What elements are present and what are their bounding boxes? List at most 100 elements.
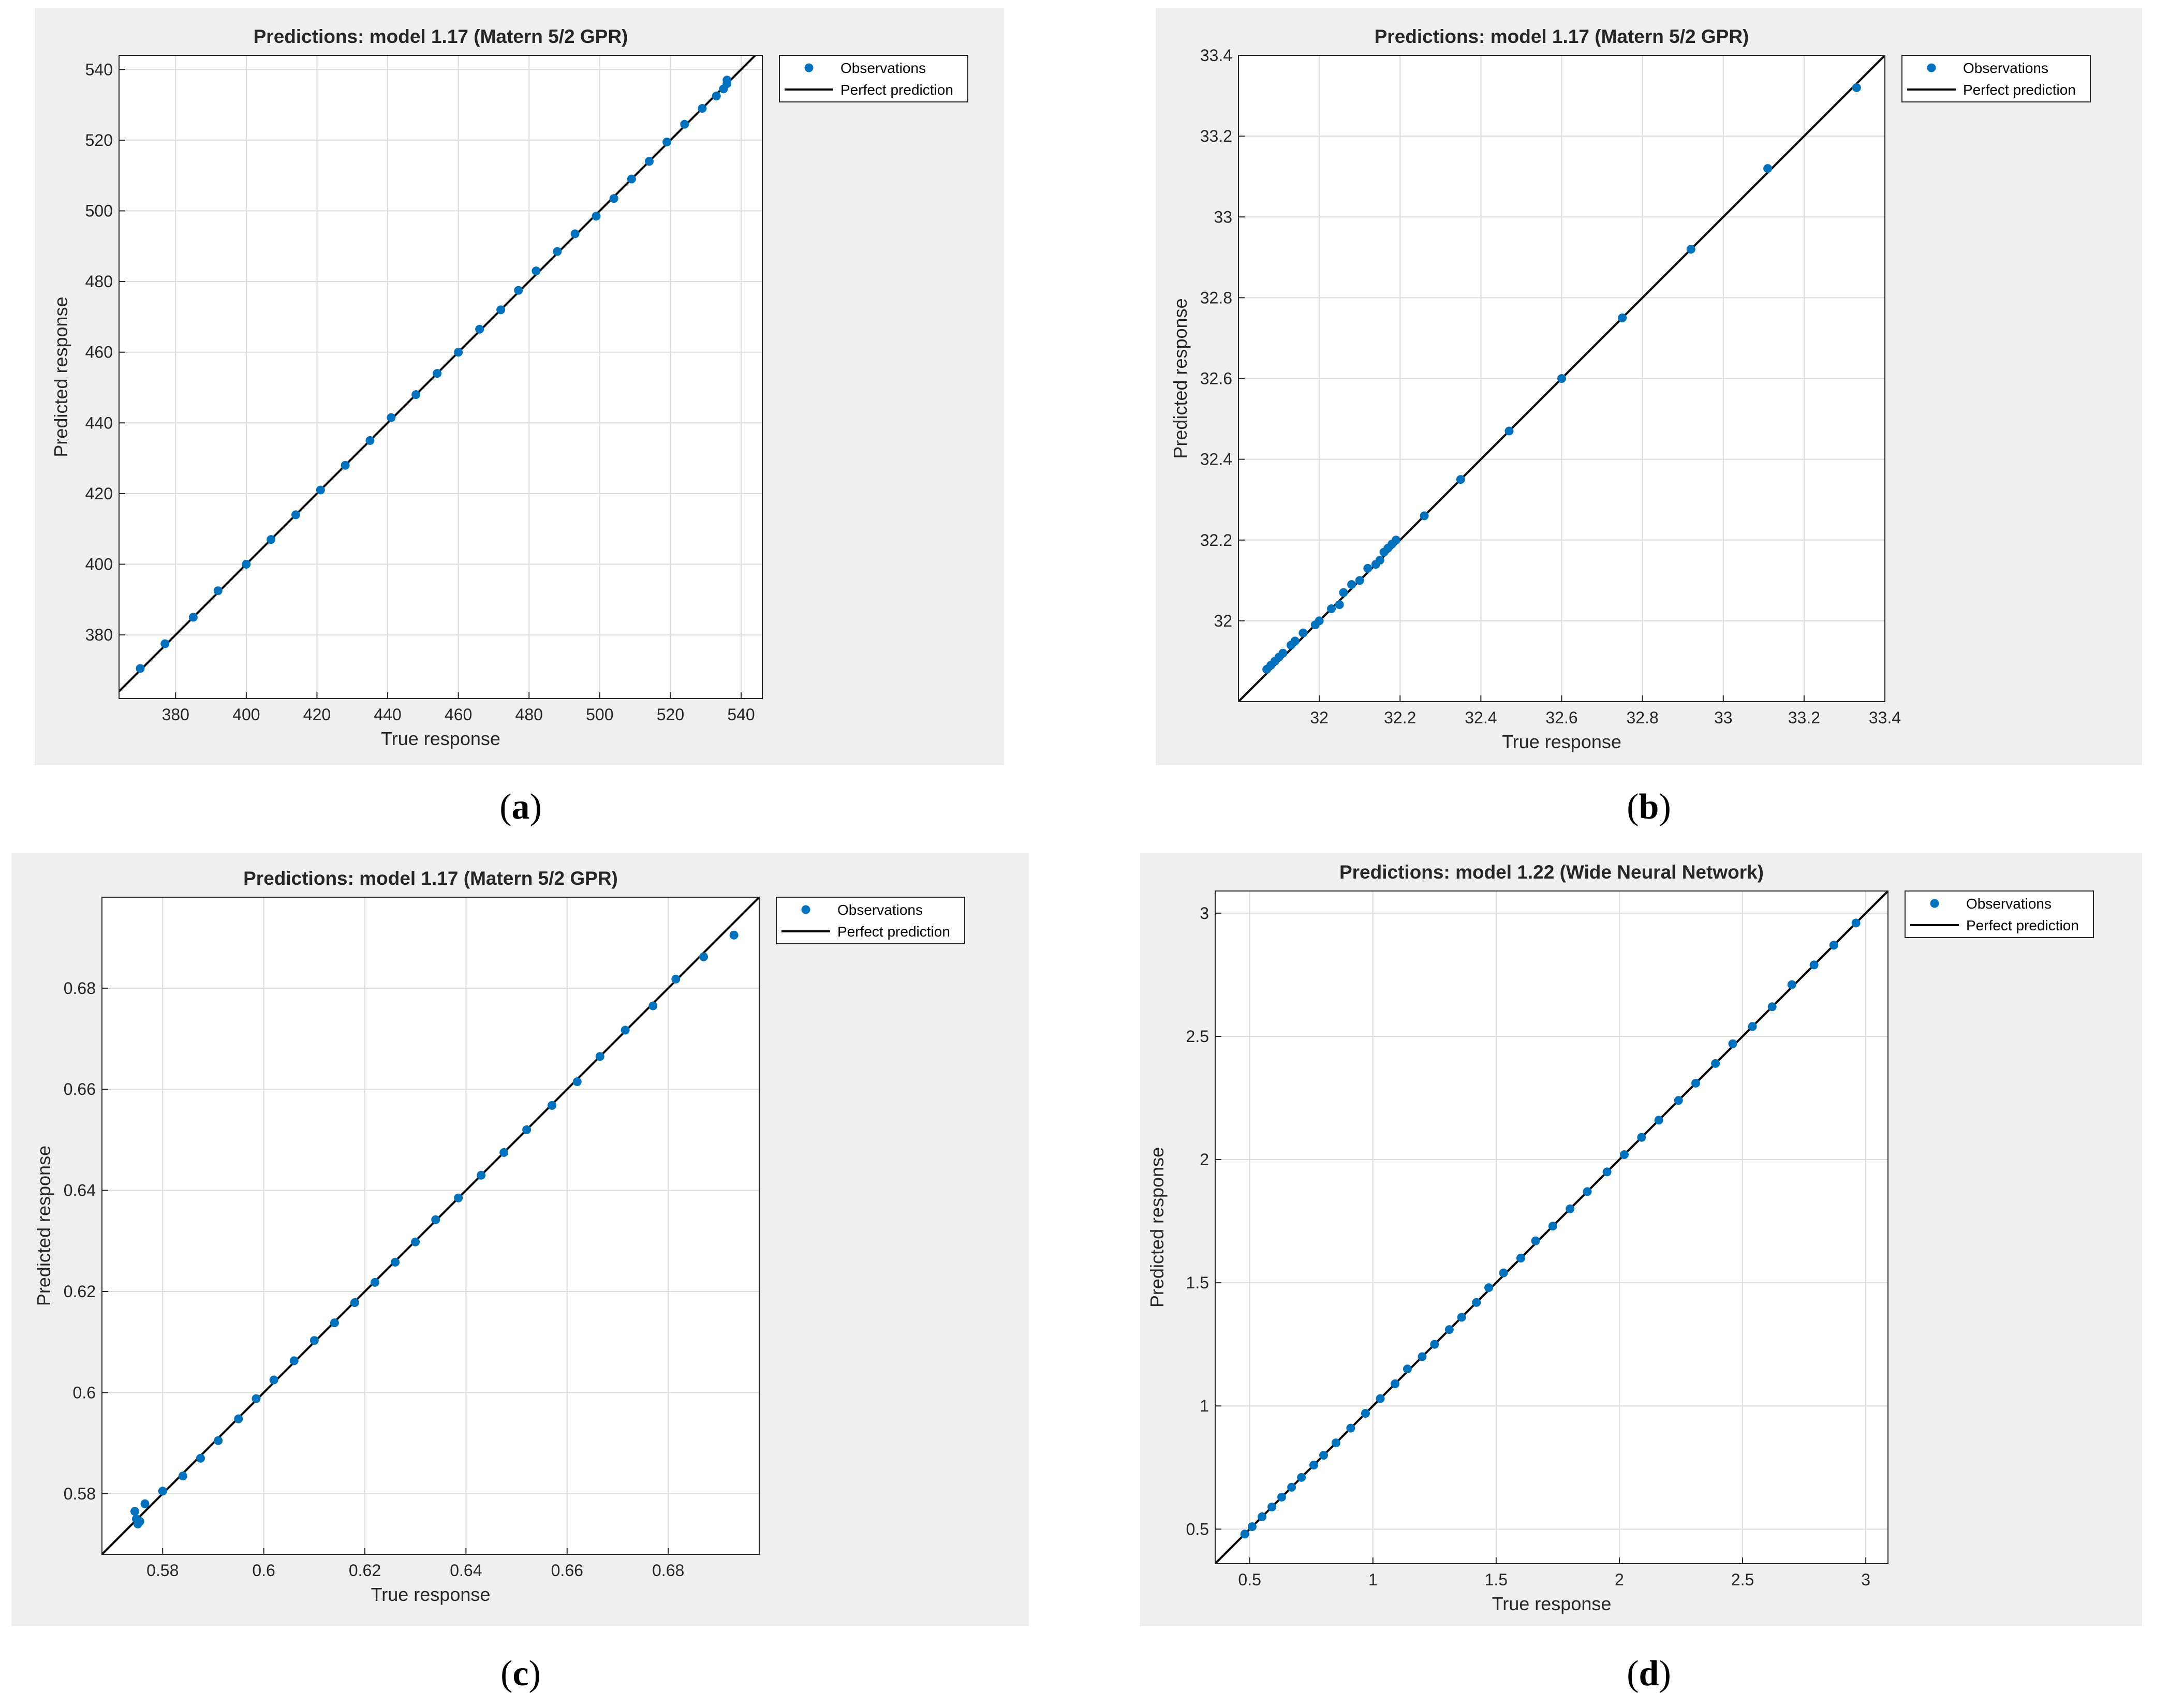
- y-tick-label: 0.58: [64, 1484, 96, 1503]
- observation-point: [1619, 1150, 1629, 1160]
- subfigure-letter: b: [1639, 787, 1659, 827]
- observation-point: [621, 1026, 630, 1035]
- observation-point: [1829, 941, 1838, 950]
- observation-point: [1851, 918, 1861, 928]
- observation-point: [1602, 1167, 1612, 1177]
- observation-point: [1327, 604, 1336, 613]
- observation-point: [671, 974, 681, 984]
- chart-panel-b: 32 32.2 32.4 32.6 32.8 33 33.2 33.4 32 32.2 32.4 32…: [1156, 8, 2142, 765]
- observation-point: [698, 103, 707, 113]
- observation-point: [371, 1278, 380, 1287]
- chart-title: Predictions: model 1.17 (Matern 5/2 GPR): [254, 26, 628, 47]
- observation-point: [1516, 1254, 1525, 1263]
- observation-point: [522, 1125, 532, 1134]
- observation-point: [680, 120, 689, 129]
- observation-point: [291, 510, 300, 519]
- axes-frame: [1238, 55, 1885, 702]
- legend-entry-perfect-prediction: Perfect prediction: [1966, 917, 2079, 933]
- x-axis-label: True response: [1492, 1593, 1612, 1614]
- y-tick-label: 400: [85, 555, 113, 573]
- x-tick-label: 460: [445, 705, 472, 724]
- observation-point: [1297, 1473, 1306, 1482]
- observation-point: [1363, 563, 1373, 573]
- y-tick-label: 0.64: [64, 1181, 96, 1200]
- observation-point: [1456, 475, 1465, 484]
- x-tick-label: 380: [162, 705, 189, 724]
- x-tick-label: 2.5: [1731, 1570, 1754, 1589]
- observation-point: [1430, 1340, 1439, 1349]
- observation-point: [350, 1298, 359, 1307]
- y-axis-label: Predicted response: [50, 296, 71, 457]
- observation-point: [365, 436, 375, 445]
- chart-title: Predictions: model 1.17 (Matern 5/2 GPR): [243, 868, 618, 889]
- observation-point: [1767, 1002, 1777, 1012]
- x-tick-label: 540: [727, 705, 755, 724]
- observation-point: [499, 1148, 509, 1157]
- observation-point: [316, 485, 325, 495]
- observation-point: [1277, 1492, 1287, 1502]
- observation-point: [433, 369, 442, 378]
- plot-area: [119, 55, 762, 699]
- observation-point: [1583, 1187, 1592, 1196]
- x-axis-label: True response: [1502, 731, 1621, 752]
- y-tick-label: 0.6: [73, 1383, 96, 1402]
- observation-point: [242, 559, 251, 569]
- observation-point: [411, 390, 421, 399]
- observation-point: [1457, 1313, 1466, 1322]
- observation-point: [1728, 1039, 1737, 1048]
- y-tick-label: 480: [85, 272, 113, 291]
- observation-point: [1319, 1450, 1329, 1460]
- observation-point: [160, 639, 170, 648]
- chart-title: Predictions: model 1.17 (Matern 5/2 GPR): [1375, 26, 1749, 47]
- observation-point: [1335, 600, 1344, 610]
- observation-point: [1484, 1283, 1494, 1293]
- observation-point: [662, 137, 672, 146]
- legend: Observations Perfect prediction: [779, 55, 968, 102]
- legend-entry-observations: Observations: [1963, 60, 2048, 76]
- legend-entry-observations: Observations: [840, 60, 926, 76]
- observation-point: [1472, 1298, 1481, 1307]
- x-tick-label: 33.4: [1869, 708, 1901, 727]
- observation-point: [387, 413, 396, 422]
- observation-point: [391, 1257, 400, 1267]
- x-tick-label: 440: [374, 705, 401, 724]
- legend-marker-icon: [1930, 899, 1939, 908]
- observation-point: [1618, 313, 1627, 322]
- x-tick-label: 0.58: [146, 1561, 179, 1580]
- x-tick-label: 520: [657, 705, 684, 724]
- observation-point: [592, 212, 601, 221]
- observation-point: [1499, 1268, 1508, 1278]
- observation-point: [1637, 1133, 1646, 1142]
- y-tick-label: 1.5: [1186, 1273, 1209, 1292]
- subfigure-letter: c: [512, 1654, 529, 1694]
- plot-content: [102, 897, 759, 1554]
- observation-point: [341, 461, 350, 470]
- x-tick-label: 0.62: [349, 1561, 381, 1580]
- observation-point: [496, 305, 506, 315]
- x-tick-label: 33.2: [1788, 708, 1820, 727]
- y-tick-label: 33: [1214, 207, 1232, 226]
- y-tick-label: 32.2: [1200, 531, 1232, 549]
- x-tick-label: 32.4: [1465, 708, 1497, 727]
- observation-point: [1504, 426, 1514, 436]
- x-tick-label: 1.5: [1485, 1570, 1508, 1589]
- observation-point: [477, 1170, 486, 1180]
- observation-point: [1691, 1078, 1701, 1088]
- observation-point: [595, 1052, 604, 1061]
- observation-point: [267, 535, 276, 544]
- perfect-prediction-line: [119, 55, 757, 692]
- observation-point: [1548, 1222, 1557, 1231]
- observation-point: [1309, 1461, 1318, 1470]
- observation-point: [188, 613, 198, 622]
- observation-point: [214, 1436, 223, 1445]
- observation-point: [289, 1356, 299, 1365]
- observation-point: [514, 286, 523, 295]
- legend-entry-perfect-prediction: Perfect prediction: [840, 82, 953, 98]
- observation-point: [644, 157, 654, 166]
- subfigure-caption: (b): [1627, 787, 1671, 827]
- y-axis-label: Predicted response: [1170, 298, 1191, 458]
- y-tick-label: 540: [85, 60, 113, 79]
- legend: Observations Perfect prediction: [1901, 55, 2091, 102]
- chart-panel-c: 0.58 0.6 0.62 0.64 0.66 0.68 0.58 0.6 0.62 0.64 0.…: [11, 853, 1029, 1626]
- observation-point: [1557, 374, 1566, 383]
